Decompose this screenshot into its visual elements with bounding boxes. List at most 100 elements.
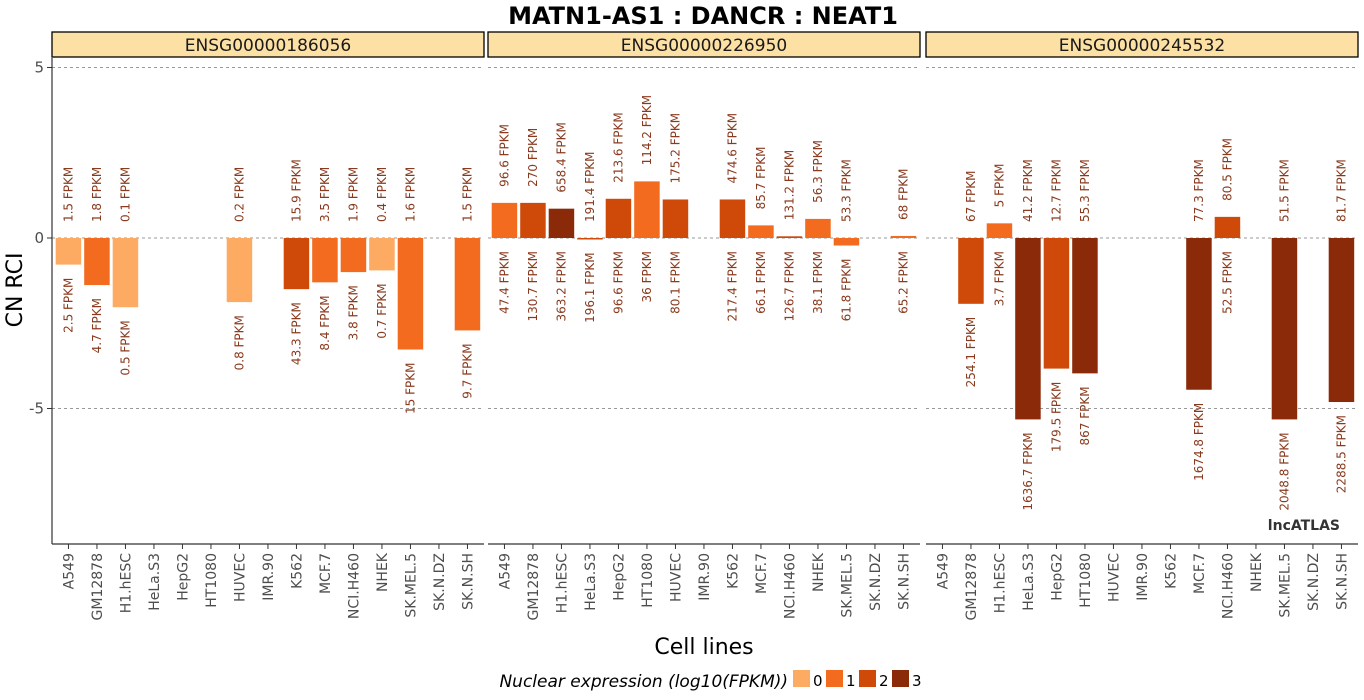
bar xyxy=(605,198,632,238)
bar xyxy=(1072,238,1098,374)
x-tick-label: SK.N.DZ xyxy=(1306,553,1322,611)
bar xyxy=(890,235,917,238)
cytoplasm-fpkm-label: 85.7 FPKM xyxy=(754,146,768,209)
bar xyxy=(491,202,518,238)
nucleus-fpkm-label: 2288.5 FPKM xyxy=(1334,415,1348,493)
x-tick-label: K562 xyxy=(289,553,305,589)
x-tick-label: NHEK xyxy=(1249,552,1265,592)
cytoplasm-fpkm-label: 1.5 FPKM xyxy=(460,167,474,222)
bar xyxy=(662,199,689,238)
x-tick-label: A549 xyxy=(935,553,951,589)
x-tick-label: NHEK xyxy=(811,552,827,592)
x-tick-label: HeLa.S3 xyxy=(583,553,599,611)
cytoplasm-fpkm-label: 0.1 FPKM xyxy=(118,167,132,222)
x-tick-label: NCI.H460 xyxy=(346,553,362,619)
legend-swatch xyxy=(892,670,909,687)
x-tick-label: GM12878 xyxy=(90,553,106,620)
x-tick-label: NCI.H460 xyxy=(782,553,798,619)
nucleus-fpkm-label: 36 FPKM xyxy=(640,251,654,302)
cytoplasm-fpkm-label: 68 FPKM xyxy=(896,169,910,220)
legend-label: 3 xyxy=(912,672,922,690)
facet-panel: ENSG00000245532 A549 67 FPKM 254.1 FPKM GM12… xyxy=(925,31,1359,620)
x-axis-title: Cell lines xyxy=(654,635,753,660)
nucleus-fpkm-label: 0.7 FPKM xyxy=(375,283,389,338)
facet-strip xyxy=(925,31,1359,58)
nucleus-fpkm-label: 61.8 FPKM xyxy=(839,259,853,322)
x-tick-label: GM12878 xyxy=(964,553,980,620)
x-tick-label: IMR.90 xyxy=(1135,553,1151,601)
bar xyxy=(520,202,546,238)
bar xyxy=(1186,238,1212,390)
x-tick-label: HepG2 xyxy=(611,553,627,601)
nucleus-fpkm-label: 9.7 FPKM xyxy=(460,343,474,398)
x-tick-label: SK.MEL.5 xyxy=(839,553,855,618)
bar xyxy=(776,236,803,238)
x-tick-label: HeLa.S3 xyxy=(147,553,163,611)
bar xyxy=(340,238,367,273)
bar xyxy=(548,208,575,238)
y-tick-label: 5 xyxy=(34,59,44,77)
cytoplasm-fpkm-label: 114.2 FPKM xyxy=(640,95,654,166)
bar xyxy=(1043,238,1070,369)
x-tick-label: HepG2 xyxy=(1049,553,1065,601)
nucleus-fpkm-label: 3.7 FPKM xyxy=(992,251,1006,306)
cytoplasm-fpkm-label: 1.5 FPKM xyxy=(61,167,75,222)
x-tick-label: IMR.90 xyxy=(697,553,713,601)
bar xyxy=(454,238,481,331)
x-tick-label: SK.MEL.5 xyxy=(1277,553,1293,618)
x-tick-label: H1.hESC xyxy=(554,553,570,613)
nucleus-fpkm-label: 4.7 FPKM xyxy=(90,298,104,353)
nucleus-fpkm-label: 8.4 FPKM xyxy=(318,295,332,350)
legend-title: Nuclear expression (log10(FPKM)) xyxy=(499,672,788,692)
bar xyxy=(1015,238,1041,420)
nucleus-fpkm-label: 3.8 FPKM xyxy=(346,285,360,340)
facet-strip-label: ENSG00000186056 xyxy=(185,36,351,56)
x-tick-label: A549 xyxy=(61,553,77,589)
cytoplasm-fpkm-label: 12.7 FPKM xyxy=(1049,159,1063,222)
nucleus-fpkm-label: 80.1 FPKM xyxy=(668,251,682,314)
cytoplasm-fpkm-label: 15.9 FPKM xyxy=(289,159,303,222)
x-tick-label: HT1080 xyxy=(204,553,220,608)
cytoplasm-fpkm-label: 1.9 FPKM xyxy=(346,167,360,222)
cytoplasm-fpkm-label: 131.2 FPKM xyxy=(782,150,796,221)
legend-label: 1 xyxy=(846,672,856,690)
bar xyxy=(397,238,424,350)
cytoplasm-fpkm-label: 1.6 FPKM xyxy=(403,167,417,222)
nucleus-fpkm-label: 1674.8 FPKM xyxy=(1192,403,1206,481)
bar xyxy=(283,238,310,290)
cytoplasm-fpkm-label: 175.2 FPKM xyxy=(668,113,682,184)
x-tick-label: SK.N.DZ xyxy=(868,553,884,611)
x-tick-label: HUVEC xyxy=(668,553,684,602)
nucleus-fpkm-label: 196.1 FPKM xyxy=(583,252,597,323)
bar xyxy=(369,238,395,271)
bar xyxy=(986,223,1013,238)
bar xyxy=(577,238,603,240)
x-tick-label: MCF.7 xyxy=(318,553,334,594)
cytoplasm-fpkm-label: 270 FPKM xyxy=(526,128,540,187)
facet-panel: ENSG00000226950 96.6 FPKM 47.4 FPKM A549 270… xyxy=(487,31,921,620)
nucleus-fpkm-label: 65.2 FPKM xyxy=(896,251,910,314)
x-tick-label: MCF.7 xyxy=(1192,553,1208,594)
cytoplasm-fpkm-label: 213.6 FPKM xyxy=(611,112,625,183)
bar xyxy=(312,238,338,283)
x-tick-label: NCI.H460 xyxy=(1220,553,1236,619)
x-tick-label: HT1080 xyxy=(640,553,656,608)
facet-strip-label: ENSG00000226950 xyxy=(621,36,787,56)
bar xyxy=(833,238,860,246)
x-tick-label: NHEK xyxy=(375,552,391,592)
nucleus-fpkm-label: 130.7 FPKM xyxy=(526,251,540,322)
y-tick-label: -5 xyxy=(29,400,44,418)
x-tick-label: SK.N.DZ xyxy=(432,553,448,611)
cytoplasm-fpkm-label: 56.3 FPKM xyxy=(811,140,825,203)
nucleus-fpkm-label: 217.4 FPKM xyxy=(725,251,739,322)
nucleus-fpkm-label: 66.1 FPKM xyxy=(754,251,768,314)
chart-title: MATN1-AS1 : DANCR : NEAT1 xyxy=(508,2,898,30)
panels: 5 0 -5 ENSG00000186056 1.5 FPKM 2.5 FPKM A549 1… xyxy=(29,31,1359,620)
x-tick-label: HUVEC xyxy=(1106,553,1122,602)
nucleus-fpkm-label: 0.8 FPKM xyxy=(232,315,246,370)
facet-strip xyxy=(487,31,921,58)
cytoplasm-fpkm-label: 81.7 FPKM xyxy=(1334,159,1348,222)
legend-swatch xyxy=(859,670,876,687)
nucleus-fpkm-label: 15 FPKM xyxy=(403,363,417,414)
